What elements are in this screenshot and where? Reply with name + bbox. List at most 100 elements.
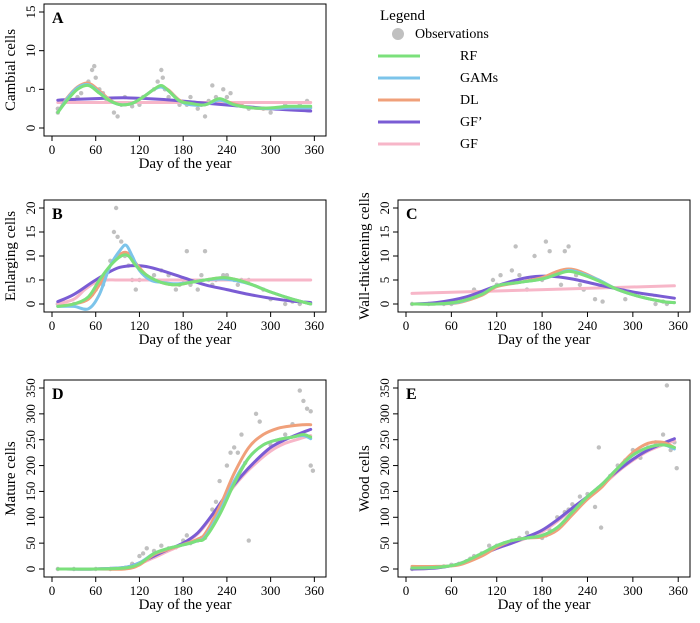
series-line-rf [56, 253, 313, 308]
observation-point [228, 91, 233, 96]
y-tick-label: 200 [23, 456, 38, 476]
y-tick-label: 5 [23, 277, 38, 284]
series-line-rf [410, 269, 676, 306]
y-tick-label: 0 [23, 566, 38, 573]
observations [409, 383, 679, 572]
plot-frame [43, 379, 327, 578]
x-tick-label: 180 [173, 583, 193, 598]
x-tick-label: 120 [130, 583, 150, 598]
observation-point [151, 273, 157, 278]
observation-point [246, 538, 251, 543]
x-tick-label: 360 [305, 318, 325, 333]
x-tick-label: 120 [130, 318, 150, 333]
y-tick-label: 20 [377, 202, 392, 215]
y-tick-label: 150 [23, 482, 38, 502]
observation-point [253, 411, 259, 417]
x-axis-title: Day of the year [498, 332, 591, 348]
y-tick-label: 10 [23, 250, 38, 263]
y-tick-label: 100 [377, 508, 392, 528]
legend-label: GF’ [460, 115, 483, 130]
observation-point [173, 287, 179, 292]
panel-c: C 0 60 120 180 240 300 360 0 5 10 15 20 Day of the ye… [357, 192, 691, 348]
observation-point [532, 253, 537, 259]
y-tick-label: 5 [377, 277, 392, 284]
observation-point [517, 273, 522, 278]
observation-point [674, 465, 679, 471]
x-axis-title: Day of the year [139, 332, 232, 348]
observation-point [297, 388, 302, 393]
observation-point [224, 463, 230, 468]
observation-point [119, 239, 124, 244]
y-tick-label: 150 [377, 482, 392, 502]
observation-point [301, 398, 306, 404]
y-axis-title: Mature cells [3, 441, 19, 516]
x-tick-label: 240 [217, 583, 237, 598]
observation-point [235, 450, 241, 455]
y-tick-label: 0 [23, 125, 38, 132]
y-axis-title: Enlarging cells [3, 211, 19, 301]
observations [409, 239, 670, 307]
y-tick-label: 0 [377, 301, 392, 308]
y-axis-title: Cambial cells [3, 29, 19, 111]
panel-b: B 0 60 120 180 240 300 360 0 5 10 15 20 Day of the ye… [3, 199, 327, 348]
y-tick-label: 50 [23, 537, 38, 550]
y-tick-label: 15 [23, 226, 38, 239]
legend-item: GAMs [378, 71, 498, 86]
series-line-gf [410, 284, 676, 295]
x-tick-label: 0 [403, 583, 410, 598]
x-tick-label: 360 [668, 583, 688, 598]
x-tick-label: 180 [532, 583, 552, 598]
legend: Legend Observations RF GAMs DL GF’ GF [378, 8, 498, 152]
observation-point [111, 110, 117, 115]
observations [55, 63, 310, 119]
y-tick-label: 250 [23, 430, 38, 450]
y-tick-label: 0 [23, 301, 38, 308]
observation-point [111, 229, 117, 235]
x-tick-label: 60 [445, 583, 458, 598]
x-tick-label: 300 [623, 583, 643, 598]
observation-point [268, 110, 273, 115]
observation-point [524, 530, 530, 535]
observation-point [92, 63, 97, 69]
observation-point [509, 268, 515, 273]
series-line-rf [56, 83, 313, 114]
observation-point [133, 287, 139, 292]
panel-e: E 0 60 120 180 240 300 360 0 50 100 150 200 250 300 350… [357, 378, 691, 613]
legend-item: GF [378, 137, 478, 152]
series-line-gf [410, 439, 676, 571]
observation-point [653, 301, 658, 307]
observation-point [155, 79, 160, 84]
y-tick-label: 300 [377, 404, 392, 424]
x-tick-label: 240 [578, 318, 598, 333]
y-tick-label: 300 [23, 404, 38, 424]
observation-point [577, 282, 583, 287]
y-axis-title: Wall-thickening cells [357, 192, 373, 320]
panels: A 0 60 120 180 240 300 360 0 5 10 15 Day of the year… [3, 3, 691, 613]
x-tick-label: 300 [623, 318, 643, 333]
observation-point [239, 432, 244, 437]
observation-point [202, 114, 208, 119]
plot-frame [397, 379, 691, 578]
observation-point [195, 287, 200, 292]
panel-label: D [52, 386, 64, 403]
x-tick-label: 240 [217, 142, 237, 157]
legend-items: Observations RF GAMs DL GF’ GF [378, 27, 498, 152]
observation-point [115, 234, 120, 239]
series-line-rf [410, 443, 676, 570]
observation-point [78, 91, 84, 96]
y-tick-label: 200 [377, 456, 392, 476]
observation-point [228, 450, 233, 455]
legend-item: Observations [392, 27, 489, 42]
x-tick-label: 360 [305, 583, 325, 598]
x-tick-label: 360 [305, 142, 325, 157]
legend-label: GAMs [460, 71, 498, 86]
observation-point [596, 445, 602, 450]
observation-point [600, 299, 605, 304]
panel-d: D 0 60 120 180 240 300 360 0 50 100 150 200 250 300 350… [3, 378, 327, 613]
observation-point [566, 244, 571, 249]
x-tick-label: 240 [578, 583, 598, 598]
observation-point [235, 282, 241, 287]
y-tick-label: 15 [23, 6, 38, 19]
x-tick-label: 120 [130, 142, 150, 157]
x-tick-label: 120 [487, 318, 507, 333]
